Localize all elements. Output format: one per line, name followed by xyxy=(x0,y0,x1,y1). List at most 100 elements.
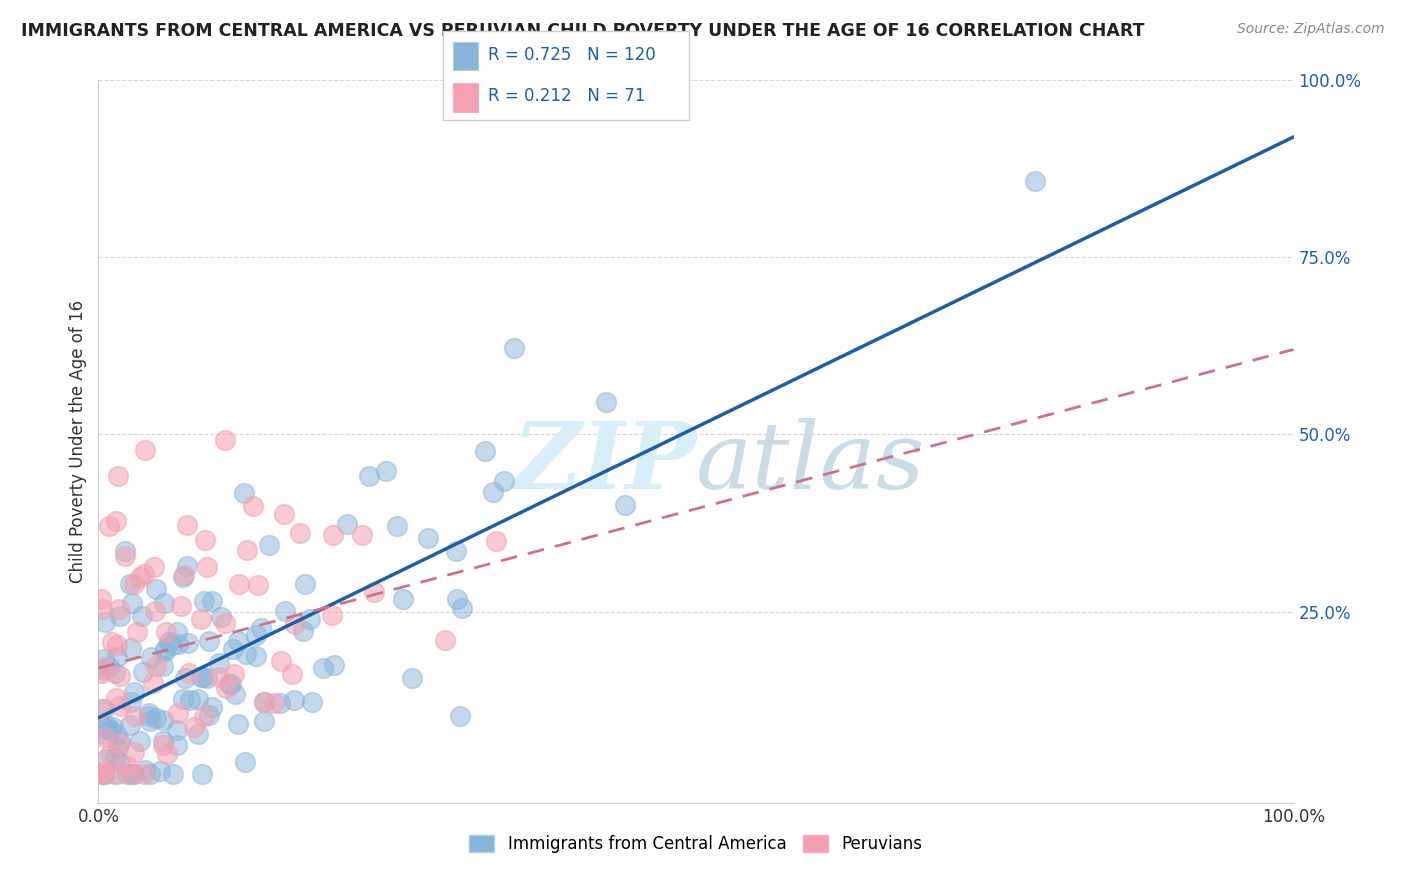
Point xyxy=(90,767,112,781)
Point xyxy=(107,468,129,483)
Point xyxy=(93,702,115,716)
Point xyxy=(105,650,128,665)
Point xyxy=(93,663,115,677)
Point xyxy=(173,671,195,685)
Point xyxy=(152,596,174,610)
Point xyxy=(228,633,250,648)
Point xyxy=(114,544,136,558)
Point xyxy=(152,733,174,747)
Point xyxy=(93,660,115,674)
Point xyxy=(121,767,143,781)
Point xyxy=(218,677,240,691)
Point xyxy=(108,602,131,616)
Point xyxy=(269,696,291,710)
Point xyxy=(235,647,257,661)
Point xyxy=(93,721,115,735)
Point xyxy=(208,656,231,670)
Point xyxy=(120,577,142,591)
Point xyxy=(105,690,128,705)
Text: IMMIGRANTS FROM CENTRAL AMERICA VS PERUVIAN CHILD POVERTY UNDER THE AGE OF 16 CO: IMMIGRANTS FROM CENTRAL AMERICA VS PERUV… xyxy=(21,22,1144,40)
Point xyxy=(122,685,145,699)
Point xyxy=(90,665,112,680)
Point xyxy=(187,692,209,706)
Point xyxy=(179,666,201,681)
Point xyxy=(176,558,198,573)
Point xyxy=(173,568,195,582)
Point xyxy=(128,734,150,748)
Point xyxy=(219,676,242,690)
Point xyxy=(94,615,117,630)
Point xyxy=(98,660,121,674)
Point xyxy=(108,737,131,751)
Point xyxy=(96,719,118,733)
Point xyxy=(142,560,165,574)
Point xyxy=(270,653,292,667)
Point xyxy=(224,687,246,701)
Point xyxy=(283,693,305,707)
Point xyxy=(155,644,177,658)
Point xyxy=(253,695,276,709)
Point xyxy=(179,693,201,707)
Point xyxy=(226,716,249,731)
Point xyxy=(138,706,160,720)
Point xyxy=(492,474,515,488)
Point xyxy=(93,766,115,780)
Point xyxy=(145,711,167,725)
Point xyxy=(283,616,305,631)
Point xyxy=(153,642,176,657)
Point xyxy=(208,670,231,684)
Point xyxy=(288,525,311,540)
Point xyxy=(294,577,316,591)
Point xyxy=(115,767,138,781)
Point xyxy=(233,755,256,769)
Point xyxy=(108,698,131,713)
Point xyxy=(191,670,214,684)
Point xyxy=(263,697,285,711)
Point xyxy=(176,517,198,532)
Point xyxy=(93,718,115,732)
Point xyxy=(143,604,166,618)
Point xyxy=(449,708,471,723)
Point xyxy=(166,738,188,752)
Point xyxy=(166,637,188,651)
Point xyxy=(214,616,236,631)
Text: Source: ZipAtlas.com: Source: ZipAtlas.com xyxy=(1237,22,1385,37)
Point xyxy=(105,638,128,652)
Point xyxy=(614,499,637,513)
Point xyxy=(186,726,208,740)
Point xyxy=(97,519,120,533)
Point xyxy=(124,709,146,723)
Point xyxy=(132,665,155,680)
Point xyxy=(451,601,474,615)
Point xyxy=(221,642,243,657)
Point xyxy=(359,469,381,483)
Point xyxy=(193,533,215,547)
Point xyxy=(93,727,115,741)
Point xyxy=(108,609,131,624)
Point xyxy=(418,532,440,546)
Point xyxy=(152,659,174,673)
Point xyxy=(446,592,468,607)
Y-axis label: Child Poverty Under the Age of 16: Child Poverty Under the Age of 16 xyxy=(69,300,87,583)
Point xyxy=(336,517,359,532)
Point xyxy=(166,624,188,639)
Point xyxy=(139,650,162,665)
Point xyxy=(145,582,167,596)
Point xyxy=(142,676,165,690)
Point xyxy=(93,730,115,744)
Point xyxy=(166,723,188,737)
Point xyxy=(128,570,150,584)
Point xyxy=(392,591,415,606)
Point xyxy=(232,486,254,500)
Point xyxy=(134,763,156,777)
Point xyxy=(183,720,205,734)
Point xyxy=(152,739,174,753)
Point xyxy=(117,758,139,772)
Point xyxy=(162,638,184,652)
Point xyxy=(125,624,148,639)
Point xyxy=(281,666,304,681)
Point xyxy=(93,652,115,666)
Point xyxy=(274,604,297,618)
Point xyxy=(321,607,343,622)
Point xyxy=(134,443,156,458)
